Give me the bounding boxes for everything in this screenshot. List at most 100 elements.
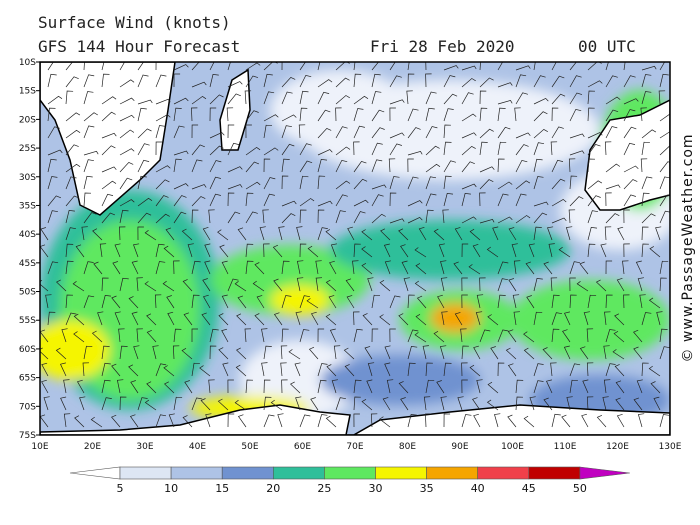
wind-barb <box>605 75 618 88</box>
wind-barb <box>155 261 166 275</box>
wind-barb <box>47 149 63 156</box>
wind-barb <box>155 363 167 377</box>
wind-barb <box>116 379 124 394</box>
wind-barb <box>515 193 527 207</box>
wind-barb <box>443 75 456 88</box>
wind-barb <box>623 243 630 258</box>
wind-barb <box>263 396 272 411</box>
wind-barb <box>183 312 193 326</box>
wind-barb <box>523 347 535 360</box>
lon-label: 120E <box>606 442 629 452</box>
wind-barb <box>604 311 611 326</box>
wind-barb <box>343 347 355 360</box>
wind-barb <box>389 143 403 156</box>
wind-barb <box>83 112 98 122</box>
wind-barb <box>101 295 112 309</box>
wind-barb <box>533 128 548 139</box>
wind-barb <box>273 312 283 326</box>
wind-barb <box>640 107 647 122</box>
wind-barb <box>329 260 337 275</box>
wind-barb <box>605 62 609 71</box>
wind-barb <box>440 277 448 292</box>
wind-barb <box>641 226 649 241</box>
wind-barb <box>461 243 469 258</box>
wind-barb <box>288 349 301 360</box>
wind-barb <box>245 124 252 139</box>
wind-barb <box>144 230 157 241</box>
wind-barb <box>245 260 254 275</box>
wind-barb <box>163 365 175 377</box>
wind-barb <box>131 260 139 275</box>
wind-barb <box>388 158 396 173</box>
date: Fri 28 Feb 2020 <box>370 37 515 56</box>
wind-barb <box>439 345 447 360</box>
wind-barb <box>623 194 637 207</box>
wind-barb <box>202 278 211 292</box>
wind-barb <box>569 261 580 275</box>
wind-barb <box>443 175 452 190</box>
wind-barb <box>389 176 400 190</box>
wind-barb <box>422 345 429 360</box>
wind-barb <box>325 415 337 428</box>
wind-barb <box>155 141 163 156</box>
wind-barb <box>308 346 319 360</box>
colorbar-segment <box>528 466 581 480</box>
wind-barb <box>641 129 657 139</box>
wind-barb <box>551 62 557 71</box>
wind-barb <box>262 209 269 224</box>
wind-barb <box>227 413 235 428</box>
wind-barb <box>119 177 133 190</box>
wind-barb <box>659 194 670 207</box>
wind-barb <box>533 75 546 88</box>
wind-barb <box>244 90 252 105</box>
wind-barb <box>254 313 265 326</box>
wind-barb <box>244 328 252 343</box>
wind-barb <box>245 110 259 122</box>
wind-barb <box>191 159 203 173</box>
wind-barb <box>371 328 379 343</box>
wind-barb <box>296 226 303 241</box>
wind-barb <box>486 399 499 411</box>
wind-barb <box>201 312 211 326</box>
wind-barb <box>61 328 68 343</box>
time: 00 UTC <box>578 37 636 56</box>
wind-barb <box>497 107 506 122</box>
wind-barb <box>209 345 217 360</box>
lon-label: 110E <box>554 442 577 452</box>
wind-barb <box>202 226 211 241</box>
wind-barb <box>443 141 452 156</box>
wind-barb <box>263 91 275 105</box>
wind-barb <box>299 243 307 258</box>
wind-barb <box>454 312 463 326</box>
wind-barb <box>659 113 670 122</box>
wind-barb <box>307 245 319 258</box>
wind-barb <box>335 146 351 156</box>
wind-barb <box>353 125 365 139</box>
wind-barb <box>558 246 571 258</box>
wind-barb <box>209 94 224 105</box>
wind-barb <box>234 281 247 292</box>
wind-barb <box>270 399 283 411</box>
wind-barb <box>512 294 520 309</box>
wind-barb <box>353 243 361 258</box>
wind-barb <box>542 347 553 360</box>
wind-barb <box>414 280 427 292</box>
wind-barb <box>209 328 219 343</box>
wind-barb <box>325 229 337 241</box>
wind-barb <box>603 379 611 394</box>
wind-barb <box>476 379 483 394</box>
wind-field <box>40 70 670 425</box>
wind-barb <box>361 398 373 411</box>
wind-barb <box>221 294 229 309</box>
lon-label: 20E <box>84 442 101 452</box>
antarctica <box>40 404 670 435</box>
wind-barb <box>41 379 49 394</box>
wind-barb <box>315 277 323 292</box>
wind-barb <box>507 329 517 343</box>
wind-barb <box>227 192 235 207</box>
wind-barb <box>245 75 259 88</box>
wind-barb <box>263 177 276 190</box>
wind-barb <box>252 280 265 292</box>
wind-barb <box>173 260 180 275</box>
wind-barb <box>603 345 610 360</box>
